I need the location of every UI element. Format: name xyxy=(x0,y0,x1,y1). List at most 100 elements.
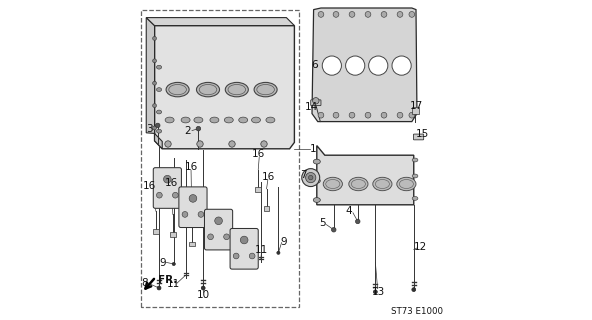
Text: 14: 14 xyxy=(305,102,318,112)
Ellipse shape xyxy=(349,177,368,191)
Circle shape xyxy=(249,253,255,259)
Text: 16: 16 xyxy=(143,180,156,191)
Circle shape xyxy=(409,112,415,118)
Bar xyxy=(189,242,195,246)
Circle shape xyxy=(305,172,316,183)
FancyBboxPatch shape xyxy=(204,209,233,250)
Polygon shape xyxy=(317,146,414,205)
Ellipse shape xyxy=(210,117,219,123)
Circle shape xyxy=(153,36,156,40)
Bar xyxy=(255,187,261,192)
Ellipse shape xyxy=(197,83,220,97)
Ellipse shape xyxy=(313,198,320,203)
Text: 2: 2 xyxy=(185,126,191,136)
Ellipse shape xyxy=(156,129,162,133)
Circle shape xyxy=(409,12,415,17)
Circle shape xyxy=(153,126,156,130)
Text: 12: 12 xyxy=(414,242,427,252)
Circle shape xyxy=(197,141,203,147)
Circle shape xyxy=(333,112,339,118)
Text: 9: 9 xyxy=(159,258,166,268)
Circle shape xyxy=(261,141,267,147)
Text: 10: 10 xyxy=(197,290,210,300)
Circle shape xyxy=(165,141,171,147)
Circle shape xyxy=(189,195,197,202)
Bar xyxy=(170,232,176,237)
Ellipse shape xyxy=(156,65,162,69)
Circle shape xyxy=(172,262,175,266)
Ellipse shape xyxy=(373,177,392,191)
Ellipse shape xyxy=(156,110,162,114)
Polygon shape xyxy=(146,18,162,149)
Bar xyxy=(153,229,159,234)
Ellipse shape xyxy=(194,117,203,123)
Circle shape xyxy=(153,81,156,85)
Circle shape xyxy=(365,112,371,118)
Circle shape xyxy=(412,288,416,292)
Bar xyxy=(412,107,419,114)
Text: 5: 5 xyxy=(319,218,326,228)
Text: 16: 16 xyxy=(185,162,198,172)
Circle shape xyxy=(182,212,188,217)
Circle shape xyxy=(153,59,156,63)
Ellipse shape xyxy=(254,83,277,97)
Text: 9: 9 xyxy=(281,237,287,247)
Ellipse shape xyxy=(165,117,174,123)
FancyBboxPatch shape xyxy=(311,100,321,106)
Circle shape xyxy=(318,12,324,17)
Circle shape xyxy=(318,112,324,118)
Circle shape xyxy=(172,192,178,198)
Text: 7: 7 xyxy=(300,170,306,180)
Circle shape xyxy=(308,175,313,180)
Circle shape xyxy=(313,98,319,104)
Ellipse shape xyxy=(252,117,260,123)
Circle shape xyxy=(240,236,248,244)
Text: 13: 13 xyxy=(372,287,385,297)
Circle shape xyxy=(277,251,280,254)
Circle shape xyxy=(392,56,411,75)
Circle shape xyxy=(198,212,204,217)
Circle shape xyxy=(163,175,171,183)
Text: 1: 1 xyxy=(310,144,317,154)
Circle shape xyxy=(153,104,156,108)
Ellipse shape xyxy=(412,196,418,200)
Circle shape xyxy=(397,12,403,17)
Polygon shape xyxy=(312,8,417,122)
Text: 16: 16 xyxy=(262,172,275,182)
Text: 15: 15 xyxy=(416,129,429,140)
Ellipse shape xyxy=(323,177,342,191)
Ellipse shape xyxy=(181,117,190,123)
Polygon shape xyxy=(155,26,294,149)
Circle shape xyxy=(397,112,403,118)
Circle shape xyxy=(356,219,360,224)
Circle shape xyxy=(322,56,342,75)
Text: 16: 16 xyxy=(252,149,265,159)
Text: FR.: FR. xyxy=(157,275,177,285)
Text: ST73 E1000: ST73 E1000 xyxy=(391,307,443,316)
Ellipse shape xyxy=(226,83,248,97)
Ellipse shape xyxy=(266,117,275,123)
Circle shape xyxy=(156,123,160,128)
Circle shape xyxy=(381,112,387,118)
Circle shape xyxy=(229,141,235,147)
Circle shape xyxy=(369,56,388,75)
Ellipse shape xyxy=(313,179,320,183)
Ellipse shape xyxy=(224,117,233,123)
Text: 16: 16 xyxy=(165,178,178,188)
Polygon shape xyxy=(146,18,294,26)
FancyBboxPatch shape xyxy=(413,134,424,140)
Circle shape xyxy=(332,228,336,232)
Text: 3: 3 xyxy=(146,124,153,134)
Text: 11: 11 xyxy=(167,279,180,289)
Ellipse shape xyxy=(166,83,189,97)
Circle shape xyxy=(374,290,377,294)
Circle shape xyxy=(365,12,371,17)
Text: 8: 8 xyxy=(141,278,148,288)
Circle shape xyxy=(215,217,223,225)
Circle shape xyxy=(224,234,230,240)
Text: 17: 17 xyxy=(410,101,423,111)
Circle shape xyxy=(302,169,320,187)
Circle shape xyxy=(333,12,339,17)
Circle shape xyxy=(381,12,387,17)
Ellipse shape xyxy=(397,177,416,191)
